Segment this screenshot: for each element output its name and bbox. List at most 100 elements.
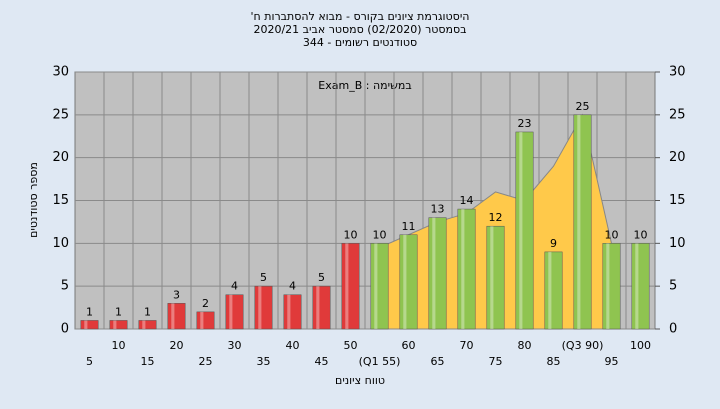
data-label: 11 — [402, 220, 416, 233]
bar-highlight — [461, 209, 465, 329]
data-label: 10 — [634, 228, 648, 241]
bar — [428, 217, 447, 330]
x-tick-label: 50 — [344, 339, 358, 352]
data-label: 2 — [202, 297, 209, 310]
x-tick-label: (Q3 90) — [562, 339, 604, 352]
y-tick-label: 0 — [61, 322, 69, 337]
data-label: 9 — [550, 237, 557, 250]
y2-tick-label: 15 — [669, 193, 686, 208]
bar — [602, 243, 621, 330]
x-tick-label: 100 — [630, 339, 651, 352]
data-label: 1 — [86, 305, 93, 318]
data-label: 25 — [576, 100, 590, 113]
x-tick-label: 15 — [141, 355, 155, 368]
chart-title: היסטוגרמת ציונים בקורס - מבוא להסתברות ח… — [251, 10, 470, 23]
x-tick-label: 60 — [402, 339, 416, 352]
bar-highlight — [113, 320, 117, 329]
bar — [370, 243, 389, 330]
bar — [138, 320, 157, 330]
x-tick-label: (Q1 55) — [359, 355, 401, 368]
y-tick-label: 10 — [52, 236, 69, 251]
bar — [515, 131, 534, 330]
bar-highlight — [200, 311, 204, 329]
bar — [167, 303, 186, 330]
bar-highlight — [635, 243, 639, 329]
bar-highlight — [316, 286, 320, 329]
bar-highlight — [84, 320, 88, 329]
y-axis-label: מספר סטודנטים — [27, 162, 40, 238]
bar-highlight — [403, 234, 407, 329]
bar — [544, 251, 563, 330]
data-label: 1 — [144, 305, 151, 318]
y-tick-label: 15 — [52, 193, 69, 208]
bar-highlight — [432, 217, 436, 329]
data-label: 3 — [173, 288, 180, 301]
x-tick-label: 20 — [170, 339, 184, 352]
x-axis-label: טווח ציונים — [335, 374, 385, 387]
bar-highlight — [577, 114, 581, 329]
y-tick-label: 30 — [52, 65, 69, 80]
bar-highlight — [490, 226, 494, 329]
y-tick-label: 20 — [52, 150, 69, 165]
bar — [573, 114, 592, 330]
x-tick-label: 70 — [460, 339, 474, 352]
bar — [457, 208, 476, 330]
bar — [341, 243, 360, 330]
y-tick-label: 5 — [61, 279, 69, 294]
x-tick-label: 25 — [199, 355, 213, 368]
x-tick-label: 40 — [286, 339, 300, 352]
bar — [486, 225, 505, 330]
x-tick-label: 85 — [547, 355, 561, 368]
bar — [80, 320, 99, 330]
x-tick-label: 30 — [228, 339, 242, 352]
x-tick-label: 80 — [518, 339, 532, 352]
bar-highlight — [606, 243, 610, 329]
bar — [631, 243, 650, 330]
x-tick-label: 5 — [86, 355, 93, 368]
y-tick-label: 25 — [52, 107, 69, 122]
bar-highlight — [287, 294, 291, 329]
y2-tick-label: 20 — [669, 150, 686, 165]
data-label: 13 — [431, 203, 445, 216]
data-label: 5 — [318, 271, 325, 284]
bar — [399, 234, 418, 330]
x-tick-label: 75 — [489, 355, 503, 368]
bar-highlight — [142, 320, 146, 329]
bar — [254, 285, 273, 330]
bar — [283, 294, 302, 330]
bar-highlight — [548, 251, 552, 329]
data-label: 4 — [289, 280, 296, 293]
bar-highlight — [171, 303, 175, 329]
bar-highlight — [519, 131, 523, 329]
x-tick-label: 95 — [605, 355, 619, 368]
bar — [109, 320, 128, 330]
bar-highlight — [258, 286, 262, 329]
data-label: 5 — [260, 271, 267, 284]
bar-highlight — [374, 243, 378, 329]
y2-tick-label: 10 — [669, 236, 686, 251]
bar — [225, 294, 244, 330]
data-label: 10 — [605, 228, 619, 241]
x-tick-label: 10 — [112, 339, 126, 352]
bar-highlight — [345, 243, 349, 329]
data-label: 1 — [115, 305, 122, 318]
y2-tick-label: 5 — [669, 279, 677, 294]
x-tick-label: 35 — [257, 355, 271, 368]
y2-tick-label: 25 — [669, 107, 686, 122]
x-tick-label: 65 — [431, 355, 445, 368]
data-label: 10 — [344, 228, 358, 241]
bar-highlight — [229, 294, 233, 329]
data-label: 10 — [373, 228, 387, 241]
y2-tick-label: 30 — [669, 65, 686, 80]
y2-tick-label: 0 — [669, 322, 677, 337]
data-label: 4 — [231, 280, 238, 293]
data-label: 14 — [460, 194, 474, 207]
data-label: 12 — [489, 211, 503, 224]
data-label: 23 — [518, 117, 532, 130]
chart-subtitle: סטודנטים רשומים - 344 — [303, 36, 417, 49]
chart-subtitle: בסמסטר (02/2020) סמסטר אביב 2020/21 — [253, 23, 466, 36]
bar — [312, 285, 331, 330]
bar — [196, 311, 215, 330]
x-tick-label: 45 — [315, 355, 329, 368]
